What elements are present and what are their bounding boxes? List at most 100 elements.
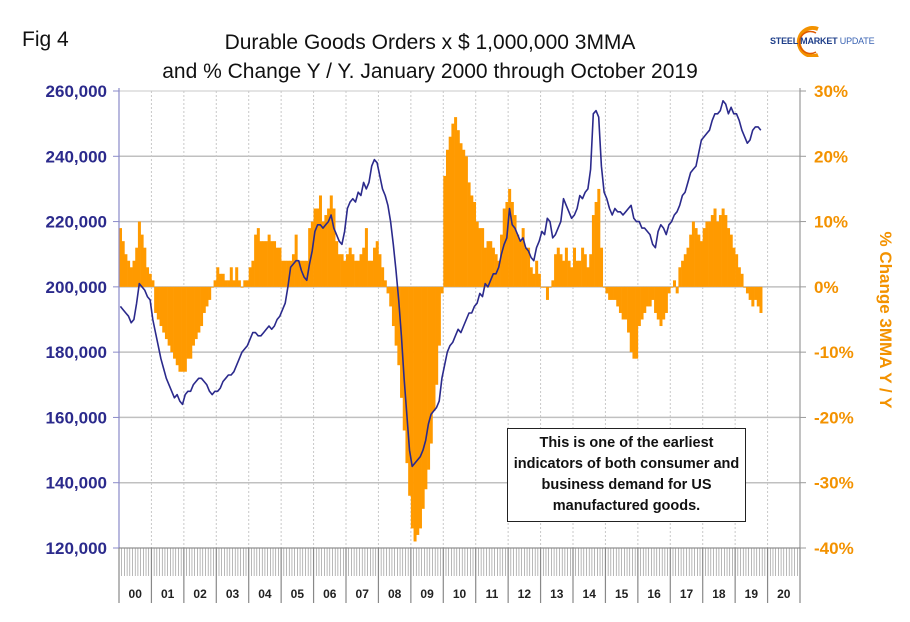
- bar: [127, 260, 131, 287]
- bar: [259, 241, 263, 287]
- bar: [694, 228, 698, 287]
- bar: [216, 267, 220, 287]
- bar: [324, 215, 328, 287]
- bar: [305, 260, 309, 287]
- x-tick-label: 03: [226, 587, 240, 601]
- right-axis-tick-label: -20%: [814, 408, 854, 427]
- bar: [545, 286, 549, 300]
- bar: [524, 247, 528, 287]
- bar: [340, 254, 344, 287]
- bar: [610, 286, 614, 300]
- bar: [537, 273, 541, 287]
- bar: [662, 286, 666, 320]
- bar: [656, 286, 660, 320]
- bar: [637, 286, 641, 327]
- left-axis-tick-label: 260,000: [46, 82, 107, 101]
- x-tick-label: 13: [550, 587, 564, 601]
- bar: [308, 228, 312, 287]
- bar: [737, 267, 741, 287]
- bar: [408, 286, 412, 496]
- bar: [275, 247, 279, 287]
- bar: [508, 188, 512, 287]
- bar: [270, 241, 274, 287]
- x-tick-label: 11: [486, 587, 499, 601]
- bar: [264, 241, 268, 287]
- bar: [672, 280, 676, 287]
- bar: [459, 143, 463, 287]
- bar: [532, 273, 536, 287]
- bar: [173, 286, 177, 359]
- bar: [516, 234, 520, 287]
- bar: [213, 280, 217, 287]
- bar: [502, 208, 506, 287]
- bar: [589, 254, 593, 287]
- right-axis-tick-label: 0%: [814, 278, 839, 297]
- bar: [129, 267, 133, 287]
- bar: [675, 286, 679, 294]
- bar: [470, 195, 474, 287]
- bar: [119, 228, 123, 287]
- bar: [740, 273, 744, 287]
- bar: [556, 247, 560, 287]
- bar: [421, 286, 425, 509]
- bar: [273, 241, 277, 287]
- bar: [464, 156, 468, 287]
- bar: [710, 215, 714, 287]
- x-tick-label: 06: [323, 587, 337, 601]
- bar: [181, 286, 185, 372]
- bar: [148, 273, 152, 287]
- bar: [346, 254, 350, 287]
- bar: [370, 260, 374, 287]
- bar: [429, 286, 433, 444]
- bar: [262, 241, 266, 287]
- bar: [600, 247, 604, 287]
- bar: [640, 286, 644, 320]
- x-tick-label: 14: [583, 587, 597, 601]
- x-tick-label: 17: [680, 587, 694, 601]
- bar: [664, 286, 668, 313]
- bar: [351, 254, 355, 287]
- bar: [389, 286, 393, 307]
- chart-title: Durable Goods Orders x $ 1,000,000 3MMA …: [115, 28, 745, 86]
- bar: [243, 280, 247, 287]
- bar: [194, 286, 198, 340]
- bar: [162, 286, 166, 333]
- x-tick-label: 10: [453, 587, 467, 601]
- bar: [329, 195, 333, 287]
- bar: [189, 286, 193, 359]
- bar: [659, 286, 663, 327]
- left-axis-tick-label: 180,000: [46, 343, 107, 362]
- bar: [335, 241, 339, 287]
- bar: [154, 286, 158, 313]
- bar: [667, 286, 671, 294]
- bar: [570, 267, 574, 287]
- bar: [362, 247, 366, 287]
- bar: [248, 267, 252, 287]
- bar: [489, 241, 493, 287]
- x-tick-label: 12: [518, 587, 532, 601]
- bar: [432, 286, 436, 411]
- bar: [410, 286, 414, 529]
- bar: [367, 260, 371, 287]
- bar: [573, 247, 577, 287]
- x-axis: 00 01 02 03 04 05 06 07 08 09 10 11 12 13 14 15 16 17 18 19…: [118, 548, 801, 603]
- bar: [732, 247, 736, 287]
- bar: [702, 228, 706, 287]
- bar: [583, 254, 587, 287]
- bar: [254, 234, 258, 287]
- bar: [681, 260, 685, 287]
- bar: [343, 260, 347, 287]
- bar: [251, 260, 255, 287]
- bar: [602, 286, 606, 288]
- bar: [683, 254, 687, 287]
- right-axis-tick-label: 10%: [814, 213, 848, 232]
- bar: [121, 241, 125, 287]
- bar: [613, 286, 617, 300]
- bar: [445, 149, 449, 287]
- bar: [229, 267, 233, 287]
- bar: [491, 247, 495, 287]
- right-axis-labels: -40% -30% -20% -10% 0% 10% 20% 30%: [814, 82, 854, 558]
- left-axis-tick-label: 140,000: [46, 474, 107, 493]
- bar: [218, 273, 222, 287]
- chart-title-line1: Durable Goods Orders x $ 1,000,000 3MMA: [224, 31, 636, 54]
